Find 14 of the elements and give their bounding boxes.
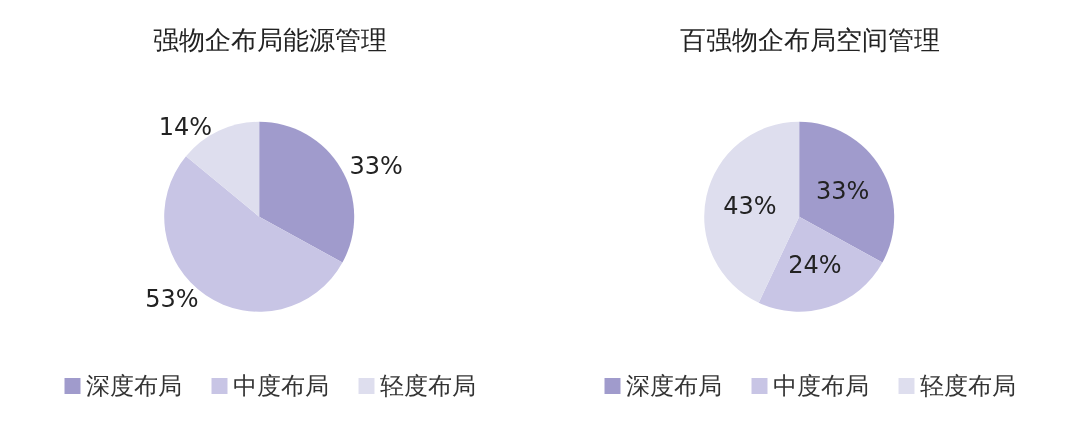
legend-label: 轻度布局 [379, 372, 476, 400]
data-label: 53% [145, 284, 199, 313]
legend-label: 深度布局 [85, 372, 182, 400]
chart-title: 强物企布局能源管理 [153, 25, 387, 55]
data-label: 14% [158, 113, 213, 142]
data-label: 33% [816, 177, 870, 206]
data-label: 43% [723, 191, 777, 220]
legend-label: 深度布局 [625, 372, 722, 400]
data-label: 24% [788, 250, 842, 279]
chart-title: 百强物企布局空间管理 [680, 25, 940, 55]
data-label: 33% [349, 152, 403, 181]
legend-label: 中度布局 [232, 372, 329, 400]
legend-label: 轻度布局 [919, 372, 1016, 400]
legend-label: 中度布局 [772, 372, 869, 400]
